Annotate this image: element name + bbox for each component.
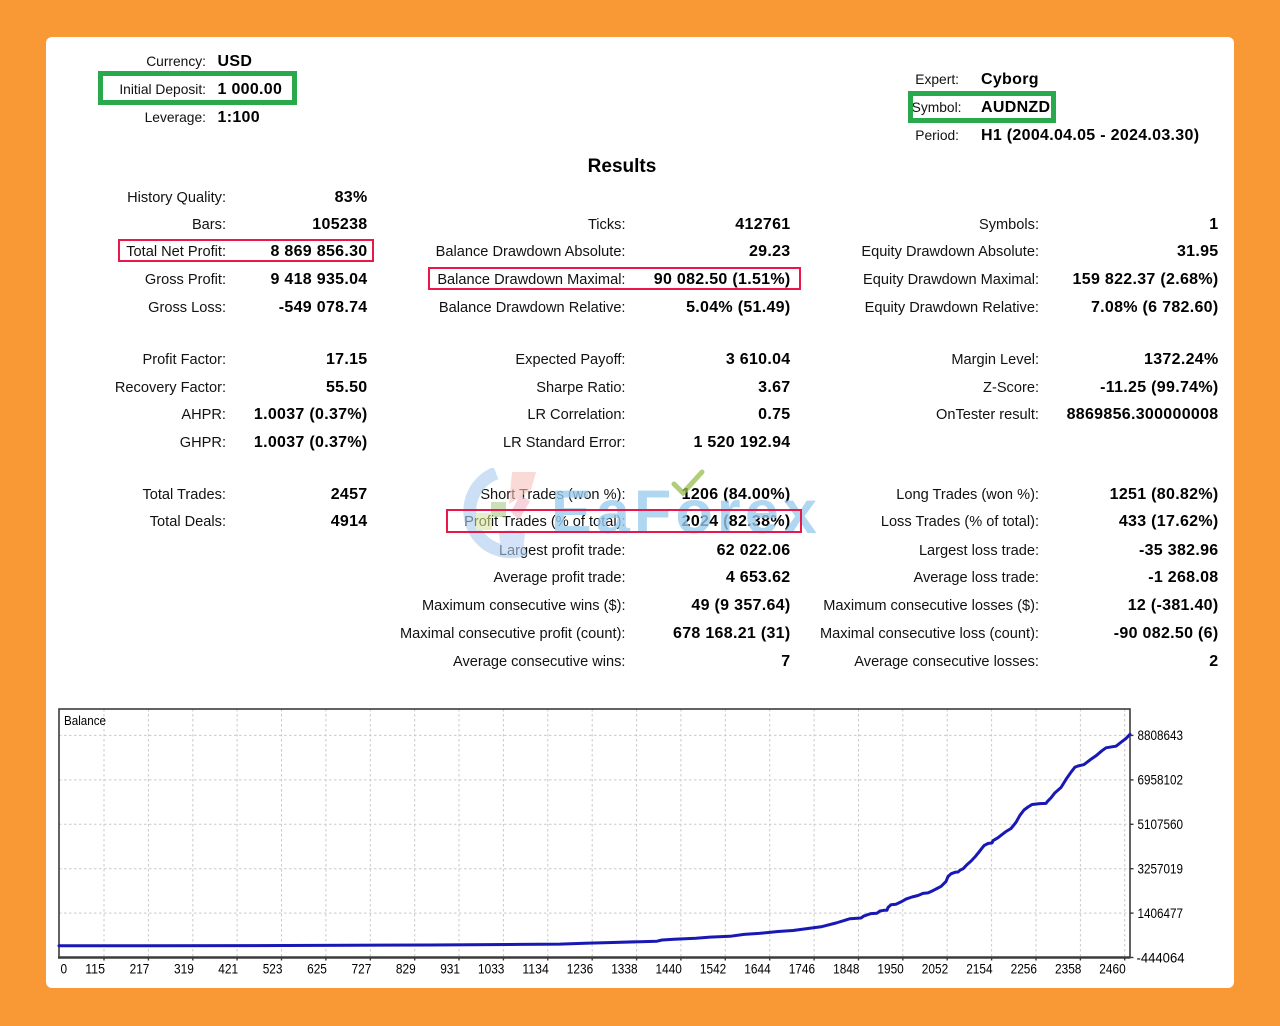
svg-text:1406477: 1406477 bbox=[1138, 906, 1184, 921]
svg-text:1542: 1542 bbox=[700, 961, 726, 976]
svg-text:5107560: 5107560 bbox=[1138, 817, 1184, 832]
svg-text:Balance: Balance bbox=[64, 713, 106, 728]
svg-text:523: 523 bbox=[263, 961, 283, 976]
svg-text:3257019: 3257019 bbox=[1138, 862, 1184, 877]
svg-text:-444064: -444064 bbox=[1137, 950, 1185, 965]
svg-text:319: 319 bbox=[174, 961, 194, 976]
svg-text:1338: 1338 bbox=[611, 961, 637, 976]
svg-text:8808643: 8808643 bbox=[1138, 728, 1184, 743]
svg-text:829: 829 bbox=[396, 961, 416, 976]
svg-text:1236: 1236 bbox=[567, 961, 593, 976]
svg-text:1440: 1440 bbox=[656, 961, 683, 976]
svg-text:0: 0 bbox=[61, 961, 68, 976]
svg-text:2256: 2256 bbox=[1011, 961, 1037, 976]
svg-text:115: 115 bbox=[85, 961, 105, 976]
svg-text:1950: 1950 bbox=[877, 961, 904, 976]
svg-text:2052: 2052 bbox=[922, 961, 948, 976]
svg-text:6958102: 6958102 bbox=[1138, 773, 1184, 788]
svg-text:625: 625 bbox=[307, 961, 327, 976]
svg-text:1134: 1134 bbox=[522, 961, 549, 976]
svg-text:1848: 1848 bbox=[833, 961, 859, 976]
svg-text:2358: 2358 bbox=[1055, 961, 1081, 976]
svg-text:931: 931 bbox=[440, 961, 460, 976]
svg-text:1644: 1644 bbox=[744, 961, 771, 976]
svg-text:2460: 2460 bbox=[1099, 961, 1126, 976]
svg-text:421: 421 bbox=[218, 961, 238, 976]
svg-text:1033: 1033 bbox=[478, 961, 504, 976]
svg-text:217: 217 bbox=[130, 961, 150, 976]
svg-text:727: 727 bbox=[352, 961, 372, 976]
svg-text:2154: 2154 bbox=[966, 961, 993, 976]
svg-text:1746: 1746 bbox=[789, 961, 815, 976]
